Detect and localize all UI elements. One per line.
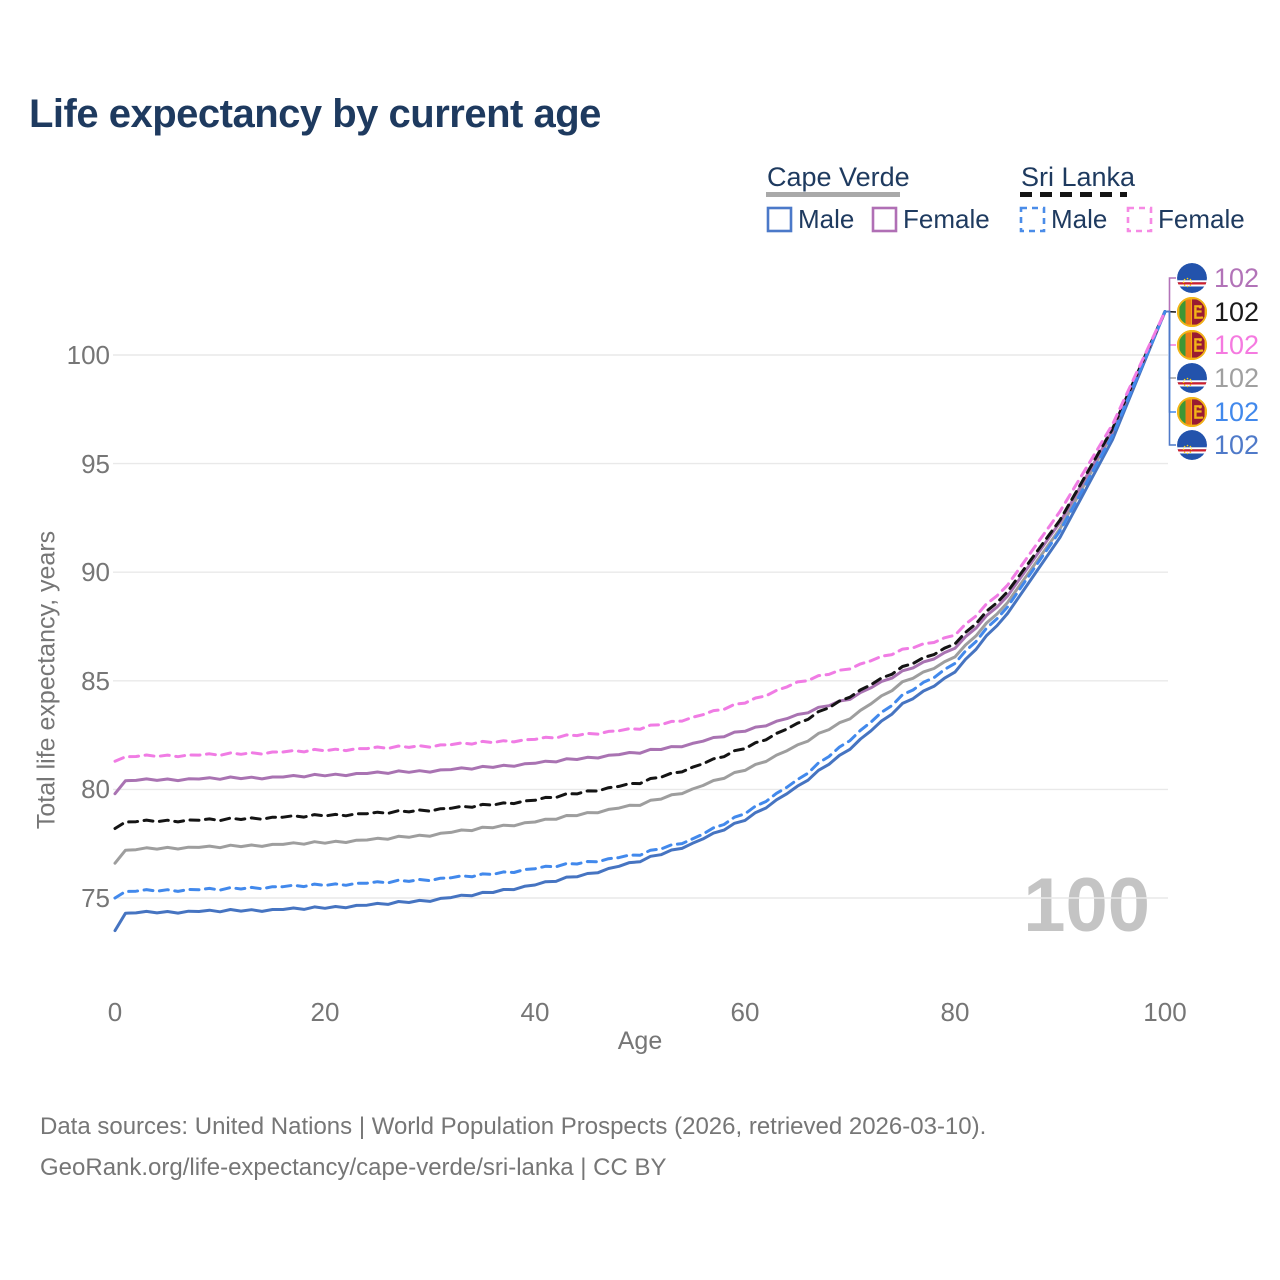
legend-sri-lanka-line-swatch bbox=[1020, 192, 1127, 197]
end-value: 102 bbox=[1214, 363, 1260, 393]
legend-group-cape-verde[interactable]: Cape Verde bbox=[767, 162, 910, 192]
legend-item-label: Male bbox=[798, 204, 855, 234]
legend-cape-verde-line-swatch bbox=[766, 192, 900, 197]
x-axis-title: Age bbox=[617, 1027, 663, 1055]
end-label-sri-lanka-male: 102 bbox=[1177, 396, 1259, 428]
sri-lanka-flag-icon bbox=[1177, 297, 1207, 327]
end-label-cape-verde: 102 bbox=[1177, 362, 1259, 394]
solid-swatch-icon bbox=[871, 206, 898, 233]
x-tick-label: 100 bbox=[1143, 997, 1187, 1027]
series-line-cape-verde-female bbox=[113, 310, 1167, 796]
sri-lanka-flag-icon bbox=[1177, 330, 1207, 360]
footer: Data sources: United Nations | World Pop… bbox=[40, 1106, 986, 1188]
data-sources-text: Data sources: United Nations | World Pop… bbox=[40, 1113, 987, 1140]
end-label-connector bbox=[1166, 310, 1176, 346]
y-tick-label: 90 bbox=[81, 557, 110, 588]
series-line-sri-lanka-male bbox=[113, 310, 1167, 900]
x-tick-label: 60 bbox=[730, 997, 760, 1027]
cape-verde-flag-icon bbox=[1177, 363, 1207, 393]
y-tick-label: 80 bbox=[81, 774, 110, 805]
legend-item-sri-lanka-female[interactable]: Female bbox=[1126, 204, 1245, 235]
y-tick-label: 85 bbox=[81, 665, 110, 696]
cape-verde-flag-icon bbox=[1177, 263, 1207, 293]
end-value: 102 bbox=[1214, 397, 1260, 427]
legend-item-cape-verde-female[interactable]: Female bbox=[871, 204, 990, 235]
x-tick-label: 40 bbox=[520, 997, 550, 1027]
end-label-sri-lanka: 102 bbox=[1177, 296, 1259, 328]
series-line-cape-verde bbox=[113, 310, 1167, 865]
end-value: 102 bbox=[1214, 297, 1260, 327]
age-watermark: 100 bbox=[1023, 863, 1150, 948]
y-tick-label: 95 bbox=[81, 448, 110, 479]
dashed-swatch-icon bbox=[1019, 206, 1046, 233]
legend-group-sri-lanka[interactable]: Sri Lanka bbox=[1021, 162, 1136, 192]
dashed-swatch-icon bbox=[1126, 206, 1153, 233]
end-value: 102 bbox=[1214, 263, 1260, 293]
legend-item-cape-verde-male[interactable]: Male bbox=[766, 204, 854, 235]
chart-title: Life expectancy by current age bbox=[29, 92, 601, 136]
end-label-cape-verde-female: 102 bbox=[1177, 262, 1259, 294]
end-label-connector bbox=[1166, 310, 1176, 446]
legend-item-label: Male bbox=[1051, 204, 1108, 234]
cape-verde-flag-icon bbox=[1177, 430, 1207, 460]
attribution-link-text: GeoRank.org/life-expectancy/cape-verde/s… bbox=[40, 1154, 667, 1181]
x-tick-label: 0 bbox=[107, 997, 123, 1027]
end-label-sri-lanka-female: 102 bbox=[1177, 329, 1259, 361]
x-tick-label: 20 bbox=[310, 997, 340, 1027]
legend-item-label: Female bbox=[903, 204, 990, 234]
series-line-sri-lanka bbox=[113, 310, 1167, 830]
end-label-connector bbox=[1166, 310, 1176, 413]
solid-swatch-icon bbox=[766, 206, 793, 233]
end-label-cape-verde-male: 102 bbox=[1177, 429, 1259, 461]
legend-item-label: Female bbox=[1158, 204, 1245, 234]
y-tick-label: 100 bbox=[66, 340, 110, 370]
series-line-sri-lanka-female bbox=[113, 310, 1167, 763]
sri-lanka-flag-icon bbox=[1177, 397, 1207, 427]
y-tick-label: 75 bbox=[81, 883, 110, 913]
x-tick-label: 80 bbox=[940, 997, 970, 1027]
end-label-connector bbox=[1166, 277, 1176, 313]
legend-item-sri-lanka-male[interactable]: Male bbox=[1019, 204, 1107, 235]
end-value: 102 bbox=[1214, 330, 1260, 360]
end-value: 102 bbox=[1214, 430, 1260, 460]
series-line-cape-verde-male bbox=[113, 310, 1167, 933]
